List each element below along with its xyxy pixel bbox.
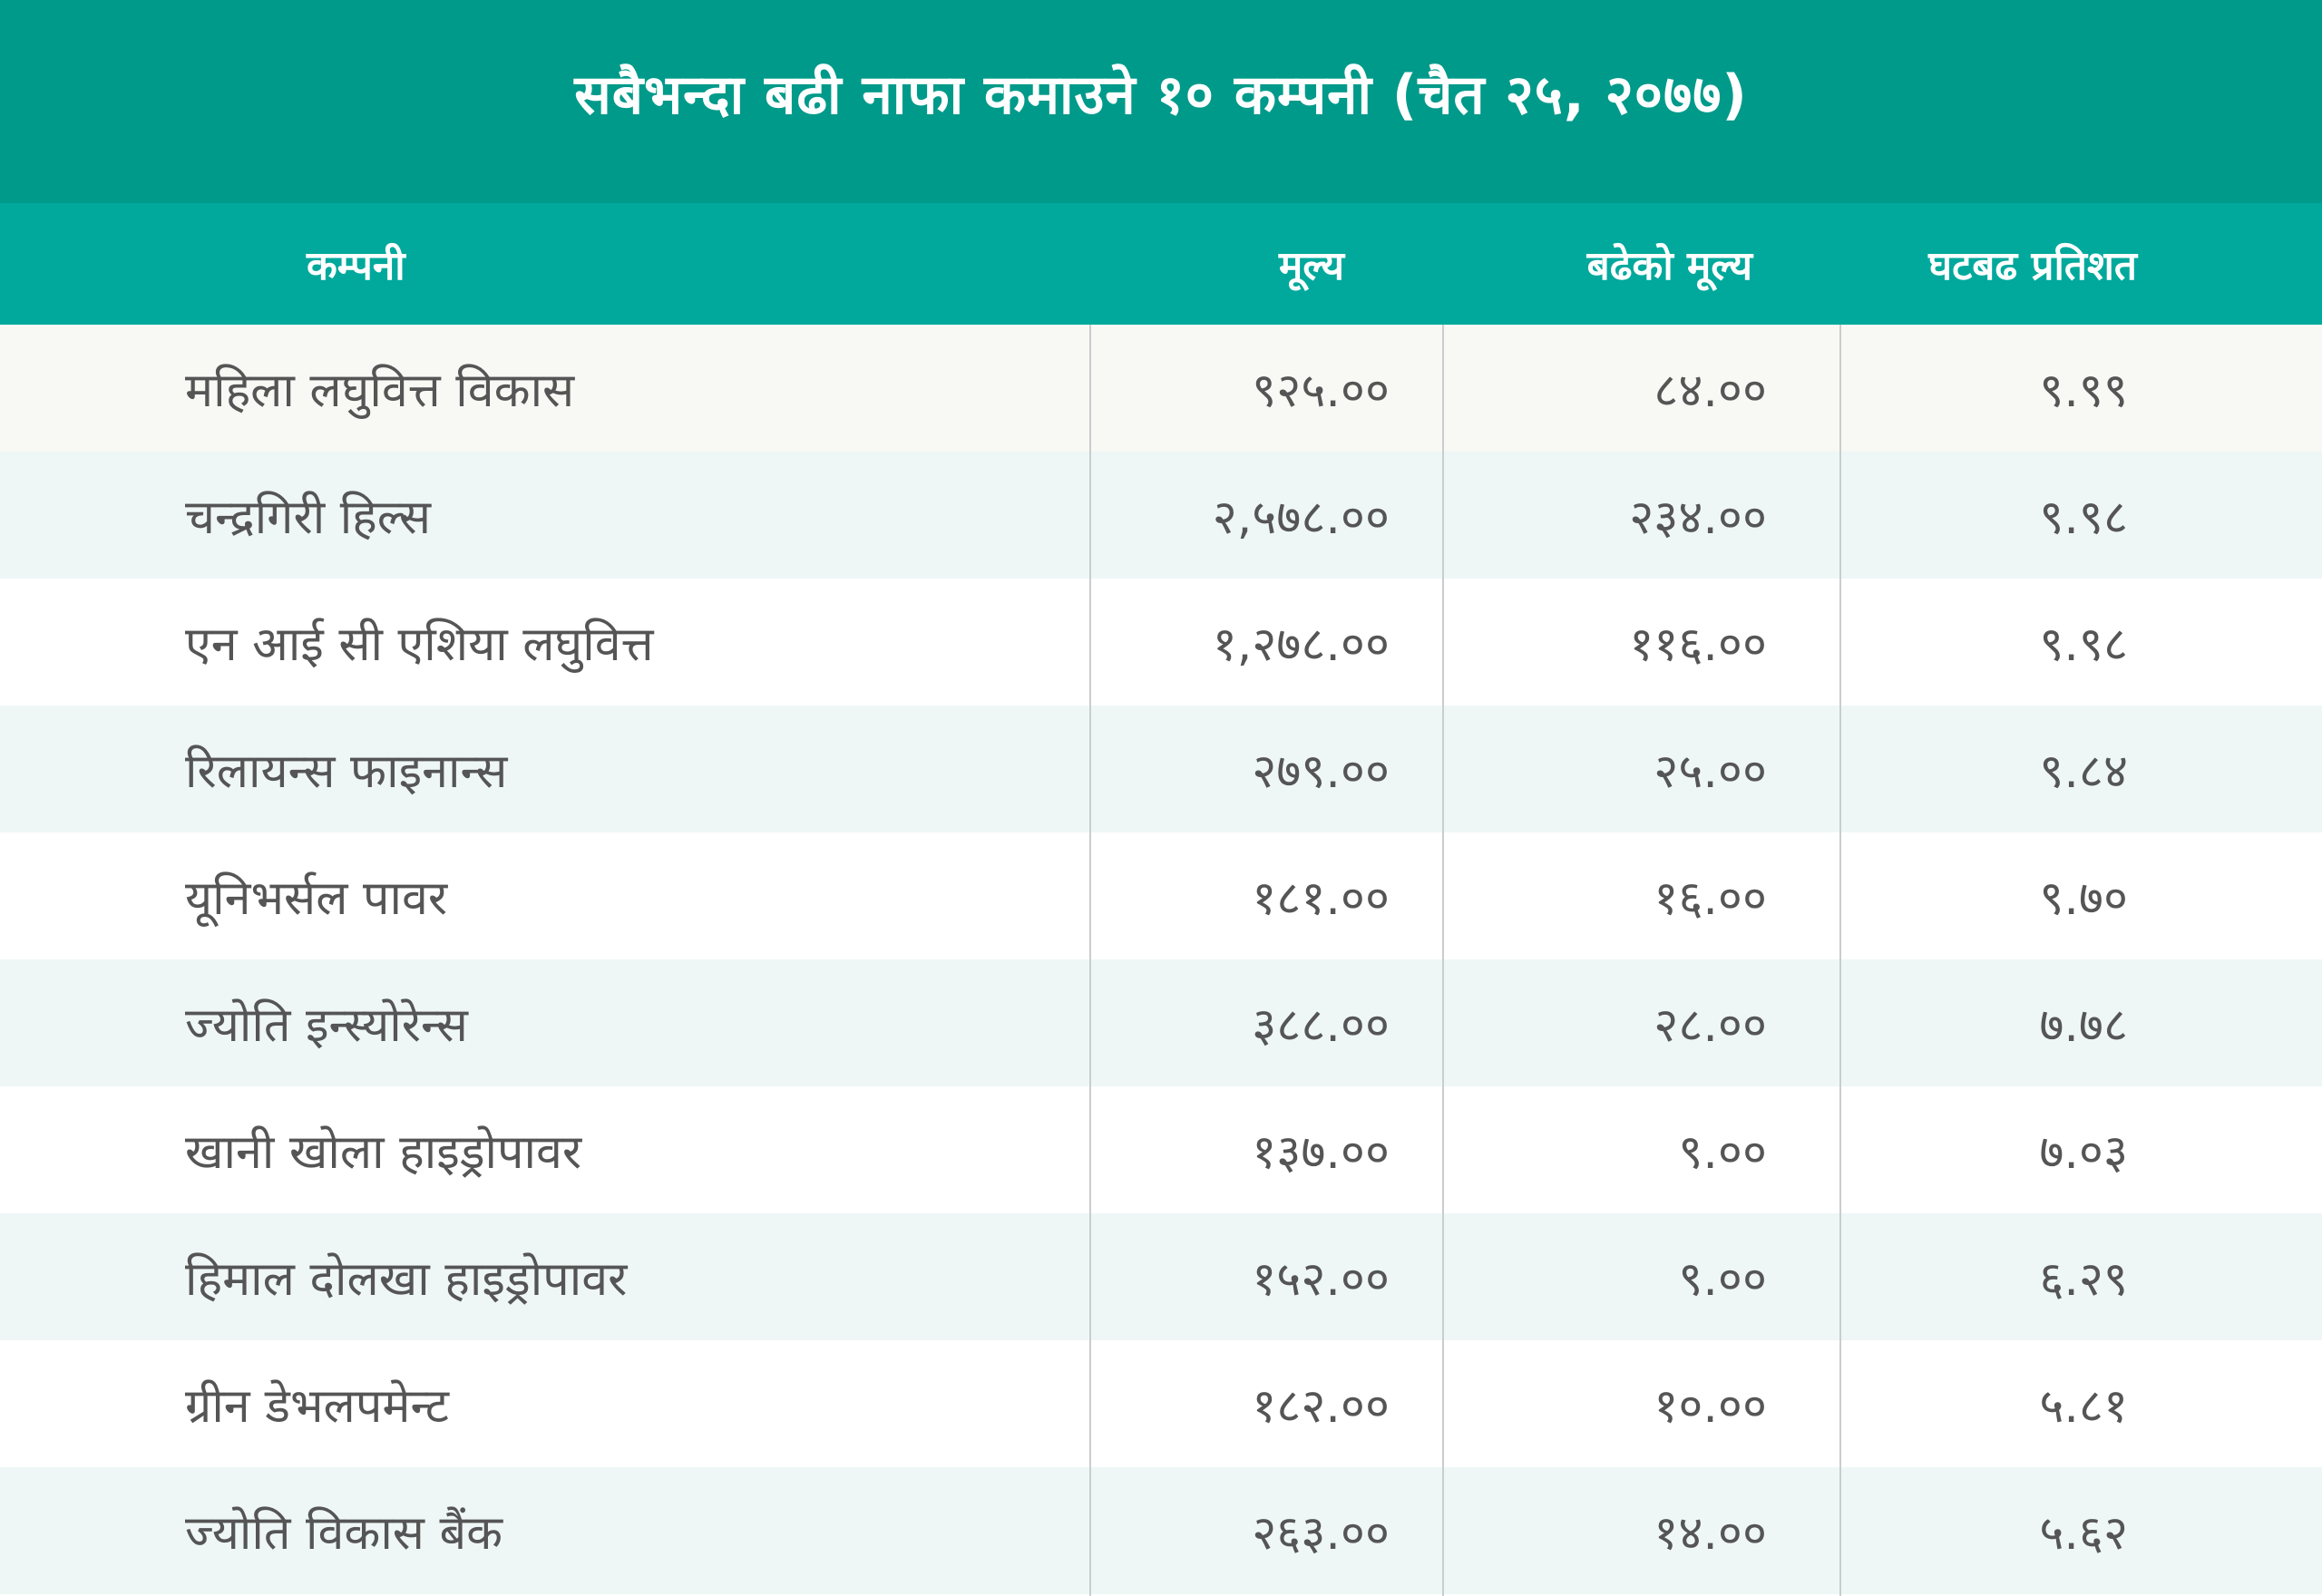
company-cell: ग्रीन डेभलपमेन्ट <box>185 1378 449 1434</box>
increase-cell: ८४.०० <box>1654 363 1767 418</box>
percent-cell: ६.२९ <box>2039 1251 2128 1307</box>
price-cell: २६३.०० <box>1252 1505 1390 1561</box>
column-header-price: मूल्य <box>1279 243 1344 289</box>
company-cell: ज्योति इन्स्योरेन्स <box>185 998 468 1053</box>
table-row: ज्योति इन्स्योरेन्स ३८८.०० २८.०० ७.७८ <box>0 959 2322 1086</box>
percent-cell: ९.८४ <box>2039 744 2128 799</box>
table-row: यूनिभर्सल पावर १८१.०० १६.०० ९.७० <box>0 832 2322 959</box>
percent-cell: ९.९८ <box>2039 490 2128 545</box>
percent-cell: ५.८१ <box>2039 1378 2128 1434</box>
table-title: सबैभन्दा बढी नाफा कमाउने १० कम्पनी (चैत … <box>574 63 1748 127</box>
price-cell: २,५७८.०० <box>1212 490 1390 545</box>
price-cell: ९२५.०० <box>1252 363 1390 418</box>
table-row: ग्रीन डेभलपमेन्ट १८२.०० १०.०० ५.८१ <box>0 1340 2322 1467</box>
increase-cell: १४.०० <box>1654 1505 1767 1561</box>
table-row: खानी खोला हाइड्रोपावर १३७.०० ९.०० ७.०३ <box>0 1086 2322 1213</box>
price-cell: १३७.०० <box>1252 1124 1390 1180</box>
increase-cell: २५.०० <box>1654 744 1767 799</box>
increase-cell: २८.०० <box>1654 998 1767 1053</box>
company-cell: खानी खोला हाइड्रोपावर <box>185 1124 582 1180</box>
company-cell: महिला लघुवित्त विकास <box>185 363 575 418</box>
column-header-percent: घटबढ प्रतिशत <box>1928 243 2137 289</box>
table-row: ज्योति विकास बैंक २६३.०० १४.०० ५.६२ <box>0 1467 2322 1594</box>
column-header-company: कम्पनी <box>307 243 405 289</box>
company-cell: यूनिभर्सल पावर <box>185 871 448 926</box>
table-row: एन आई सी एशिया लघुवित्त १,२७८.०० ११६.०० ९.९… <box>0 579 2322 706</box>
price-cell: ३८८.०० <box>1252 998 1390 1053</box>
column-divider <box>1442 325 1444 1596</box>
company-cell: एन आई सी एशिया लघुवित्त <box>185 617 654 672</box>
table-header: कम्पनी मूल्य बढेको मूल्य घटबढ प्रतिशत <box>0 203 2322 325</box>
percent-cell: ५.६२ <box>2039 1505 2128 1561</box>
company-cell: रिलायन्स फाइनान्स <box>185 744 508 799</box>
percent-cell: ७.७८ <box>2039 998 2128 1053</box>
company-cell: ज्योति विकास बैंक <box>185 1505 503 1561</box>
table-body: महिला लघुवित्त विकास ९२५.०० ८४.०० ९.९९ चन्द्… <box>0 325 2322 1596</box>
percent-cell: ९.९८ <box>2039 617 2128 672</box>
increase-cell: ९.०० <box>1678 1124 1767 1180</box>
price-cell: २७९.०० <box>1252 744 1390 799</box>
table-row: महिला लघुवित्त विकास ९२५.०० ८४.०० ९.९९ <box>0 325 2322 452</box>
increase-cell: १६.०० <box>1654 871 1767 926</box>
increase-cell: ११६.०० <box>1629 617 1767 672</box>
percent-cell: ७.०३ <box>2039 1124 2128 1180</box>
company-cell: चन्द्रगिरी हिल्स <box>185 490 432 545</box>
table-row: हिमाल दोलखा हाइड्रोपावर १५२.०० ९.०० ६.२९ <box>0 1213 2322 1340</box>
price-cell: १,२७८.०० <box>1212 617 1390 672</box>
table-row: रिलायन्स फाइनान्स २७९.०० २५.०० ९.८४ <box>0 706 2322 832</box>
price-cell: १८१.०० <box>1252 871 1390 926</box>
percent-cell: ९.७० <box>2039 871 2128 926</box>
title-bar: सबैभन्दा बढी नाफा कमाउने १० कम्पनी (चैत … <box>0 0 2322 203</box>
price-cell: १८२.०० <box>1252 1378 1390 1434</box>
percent-cell: ९.९९ <box>2039 363 2128 418</box>
increase-cell: २३४.०० <box>1629 490 1767 545</box>
column-divider <box>1089 325 1091 1596</box>
increase-cell: ९.०० <box>1678 1251 1767 1307</box>
price-cell: १५२.०० <box>1252 1251 1390 1307</box>
company-cell: हिमाल दोलखा हाइड्रोपावर <box>185 1251 628 1307</box>
column-header-increase: बढेको मूल्य <box>1586 243 1752 289</box>
increase-cell: १०.०० <box>1654 1378 1767 1434</box>
table-row: चन्द्रगिरी हिल्स २,५७८.०० २३४.०० ९.९८ <box>0 452 2322 579</box>
column-divider <box>1839 325 1841 1596</box>
